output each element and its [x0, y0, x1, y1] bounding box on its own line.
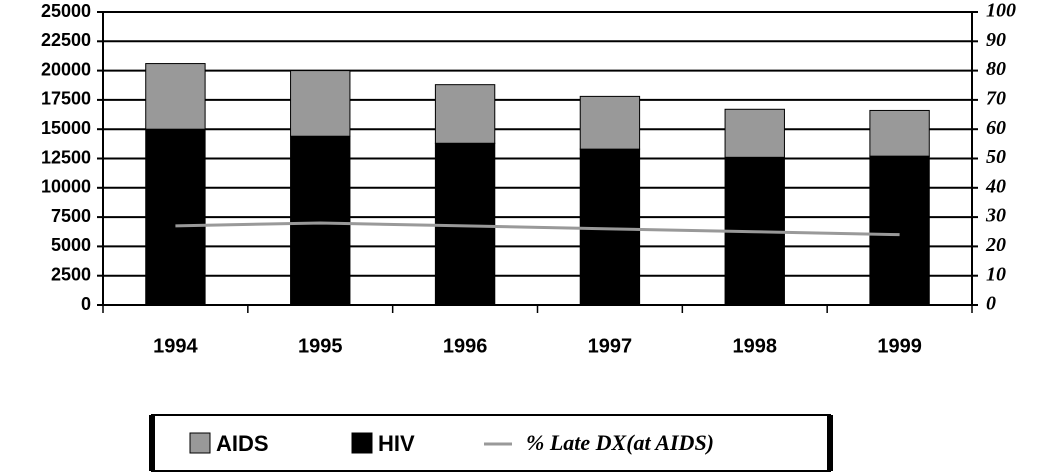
- legend-swatch: [189, 432, 211, 454]
- y-tick-label: 2500: [51, 264, 91, 284]
- y2-tick-label: 50: [986, 146, 1006, 168]
- bar-segment: [290, 70, 351, 137]
- bar-segment: [724, 108, 785, 158]
- y2-tick-label: 70: [986, 87, 1006, 109]
- y-tick-label: 22500: [41, 30, 91, 50]
- bar-segment: [579, 95, 641, 150]
- y-tick-label: 20000: [41, 59, 91, 79]
- x-tick-label: 1996: [443, 335, 488, 357]
- legend-label: HIV: [378, 431, 415, 456]
- bar-segment: [145, 128, 206, 306]
- y-tick-label: 7500: [51, 206, 91, 226]
- line-series: [175, 221, 900, 237]
- y2-tick-label: 90: [986, 29, 1006, 51]
- x-tick-label: 1998: [733, 335, 778, 357]
- y2-tick-label: 40: [985, 175, 1006, 197]
- x-tick-label: 1999: [877, 335, 922, 357]
- y-tick-label: 5000: [51, 235, 91, 255]
- y2-tick-label: 30: [985, 205, 1006, 227]
- bar-segment: [434, 84, 496, 144]
- x-tick-label: 1997: [588, 335, 633, 357]
- y2-tick-label: 60: [986, 117, 1006, 139]
- bar-segment: [869, 155, 930, 306]
- y2-tick-label: 80: [986, 58, 1006, 80]
- y2-tick-label: 10: [986, 263, 1006, 285]
- y-tick-label: 0: [81, 294, 91, 314]
- legend-label: % Late DX(at AIDS): [526, 430, 714, 455]
- y2-tick-label: 0: [986, 293, 996, 315]
- y-tick-label: 15000: [41, 118, 91, 138]
- legend-label: AIDS: [216, 431, 269, 456]
- bar-segment: [869, 109, 930, 157]
- y-tick-label: 12500: [41, 147, 91, 167]
- y-tick-label: 10000: [41, 177, 91, 197]
- y2-tick-label: 100: [986, 0, 1016, 22]
- bar-segment: [290, 135, 351, 306]
- y-tick-label: 17500: [41, 89, 91, 109]
- bar-segment: [145, 63, 206, 130]
- legend-swatch: [351, 432, 373, 454]
- x-tick-label: 1995: [298, 335, 343, 357]
- y-tick-label: 25000: [41, 1, 91, 21]
- y2-tick-label: 20: [985, 234, 1006, 256]
- x-tick-label: 1994: [153, 335, 198, 357]
